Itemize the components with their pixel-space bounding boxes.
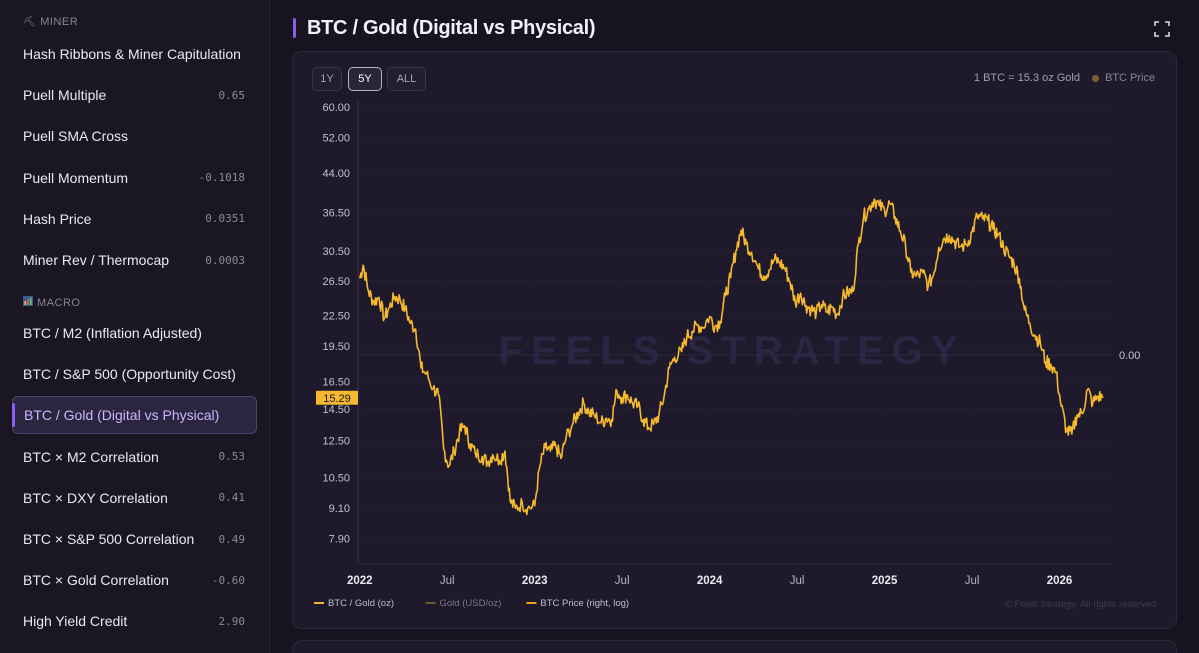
sidebar-item-label: Miner Rev / Thermocap [23, 252, 170, 268]
chart-panel [292, 51, 1177, 629]
sidebar-item-label: Hash Price [23, 210, 92, 227]
x-tick-label: 2022 [347, 575, 373, 587]
sidebar-item-value: 0.49 [218, 532, 246, 546]
sidebar-item-label: BTC / M2 (Inflation Adjusted) [23, 325, 202, 341]
y-tick-label: 14.50 [322, 404, 350, 416]
sidebar-item-value: -0.1018 [198, 171, 245, 185]
current-value-badge [316, 390, 358, 405]
section-macro-label: MACRO [37, 296, 81, 309]
range-all-button[interactable]: ALL [387, 67, 426, 91]
legend-dot-icon [1092, 74, 1099, 82]
y-tick-label: 7.90 [329, 533, 350, 545]
right-axis-label: 0.00 [1119, 350, 1140, 362]
sidebar-item-label: Puell Momentum [23, 169, 129, 186]
sidebar-miner-item-1[interactable]: Puell Multiple 0.65 [12, 76, 257, 114]
copyright-notice: © Feels Strategy. All rights reserved [1005, 599, 1156, 610]
y-tick-label: 52.00 [322, 132, 350, 144]
y-tick-label: 36.50 [322, 208, 350, 220]
sidebar-item-label: BTC × DXY Correlation [23, 489, 168, 506]
y-tick-label: 30.50 [322, 246, 350, 258]
sidebar-item-value: 0.41 [218, 491, 246, 505]
fullscreen-button[interactable] [1152, 19, 1172, 39]
sidebar-miner-item-5[interactable]: Miner Rev / Thermocap 0.0003 [12, 241, 257, 279]
sidebar-item-value: -0.60 [211, 573, 245, 587]
sidebar-macro-item-5[interactable]: BTC × S&P 500 Correlation 0.49 [12, 520, 257, 558]
current-value-label: 15.29 [316, 390, 358, 405]
chart-watermark: FEELS STRATEGY [499, 329, 966, 373]
section-miner-label: MINER [40, 16, 79, 28]
sidebar-macro-item-3[interactable]: BTC × M2 Correlation 0.53 [12, 438, 257, 476]
x-tick-label: Jul [615, 575, 630, 587]
sidebar-item-label: BTC × S&P 500 Correlation [23, 531, 195, 547]
legend-btc-price-label: BTC Price [1105, 72, 1156, 84]
sidebar-miner-item-0[interactable]: Hash Ribbons & Miner Capitulation [12, 35, 257, 73]
sidebar-item-value: 0.0003 [205, 253, 245, 267]
pick-icon: ⛏ [23, 16, 37, 28]
sidebar-macro-item-6[interactable]: BTC × Gold Correlation -0.60 [12, 561, 257, 599]
sidebar-item-label: BTC / Gold (Digital vs Physical) [24, 407, 220, 424]
sidebar-item-label: High Yield Credit [23, 613, 128, 630]
y-tick-label: 16.50 [322, 377, 350, 389]
section-macro: MACRO [23, 296, 80, 309]
legend-label: BTC / Gold (oz) [328, 598, 394, 609]
legend-label: Gold (USD/oz) [440, 598, 502, 609]
y-tick-label: 9.10 [329, 503, 350, 515]
section-miner: ⛏ MINER [23, 16, 78, 28]
range-5y-button[interactable]: 5Y [348, 67, 382, 91]
x-tick-label: Jul [440, 575, 455, 587]
y-axis-ticks: 60.00 52.00 44.00 36.50 30.50 26.50 22.50 19.50… [322, 102, 350, 545]
sidebar-item-label: Puell Multiple [23, 87, 107, 104]
sidebar-macro-item-4[interactable]: BTC × DXY Correlation 0.41 [12, 479, 257, 517]
sidebar-item-value: 0.65 [218, 88, 246, 102]
chart-grid [357, 100, 1112, 565]
legend-btc-price[interactable]: BTC Price [1092, 72, 1155, 84]
sidebar-macro-item-2[interactable]: BTC / Gold (Digital vs Physical) [12, 396, 257, 435]
sidebar-item-value: 0.53 [218, 450, 246, 464]
range-1y-button[interactable]: 1Y [312, 67, 342, 91]
x-tick-label: 2024 [697, 575, 723, 587]
sidebar-item-label: Hash Ribbons & Miner Capitulation [23, 46, 241, 62]
sidebar-miner-item-3[interactable]: Puell Momentum -0.1018 [12, 159, 257, 197]
y-tick-label: 12.50 [322, 436, 350, 448]
sidebar-miner-item-4[interactable]: Hash Price 0.0351 [12, 200, 257, 238]
chart-legend: BTC / Gold (oz) Gold (USD/oz) BTC Price (r… [314, 598, 629, 609]
sidebar-item-value: 0.0351 [205, 212, 245, 226]
x-tick-label: 2025 [872, 575, 898, 587]
y-tick-label: 26.50 [322, 276, 350, 288]
x-tick-label: 2023 [522, 575, 548, 587]
x-tick-label: Jul [790, 575, 805, 587]
expand-icon [1154, 21, 1170, 37]
btc-gold-line [358, 198, 1104, 516]
sidebar-item-label: BTC × M2 Correlation [23, 448, 159, 465]
title-accent [293, 18, 296, 38]
x-tick-label: Jul [965, 575, 980, 587]
y-tick-label: 60.00 [322, 102, 350, 114]
y-tick-label: 19.50 [322, 341, 350, 353]
x-axis-ticks: 2022 Jul 2023 Jul 2024 Jul 2025 Jul 2026 [347, 575, 1072, 587]
sidebar-macro-item-0[interactable]: BTC / M2 (Inflation Adjusted) [12, 314, 257, 352]
sidebar: ⛏ MINER Hash Ribbons & Miner Capitulatio… [0, 0, 270, 653]
sidebar-macro-item-7[interactable]: High Yield Credit 2.90 [12, 602, 257, 640]
legend-label: BTC Price (right, log) [540, 598, 629, 609]
x-tick-label: 2026 [1047, 575, 1073, 587]
sidebar-item-label: BTC × Gold Correlation [23, 572, 169, 589]
current-value-text: 15.29 [323, 393, 351, 405]
sidebar-item-label: BTC / S&P 500 (Opportunity Cost) [23, 366, 236, 383]
btc-gold-chart[interactable]: FEELS STRATEGY 60.00 52.00 44.00 36.50 30.50… [292, 92, 1177, 622]
bar-chart-icon [23, 296, 33, 309]
sidebar-macro-item-1[interactable]: BTC / S&P 500 (Opportunity Cost) [12, 355, 257, 393]
sidebar-item-value: 2.90 [218, 614, 246, 628]
sidebar-item-label: Puell SMA Cross [23, 128, 129, 145]
next-panel [292, 640, 1177, 653]
page-title: BTC / Gold (Digital vs Physical) [307, 17, 596, 39]
y-tick-label: 22.50 [322, 311, 350, 323]
sidebar-miner-item-2[interactable]: Puell SMA Cross [12, 117, 257, 155]
y-tick-label: 44.00 [322, 168, 350, 180]
y-tick-label: 10.50 [322, 473, 350, 485]
ratio-info: 1 BTC = 15.3 oz Gold [973, 72, 1080, 84]
